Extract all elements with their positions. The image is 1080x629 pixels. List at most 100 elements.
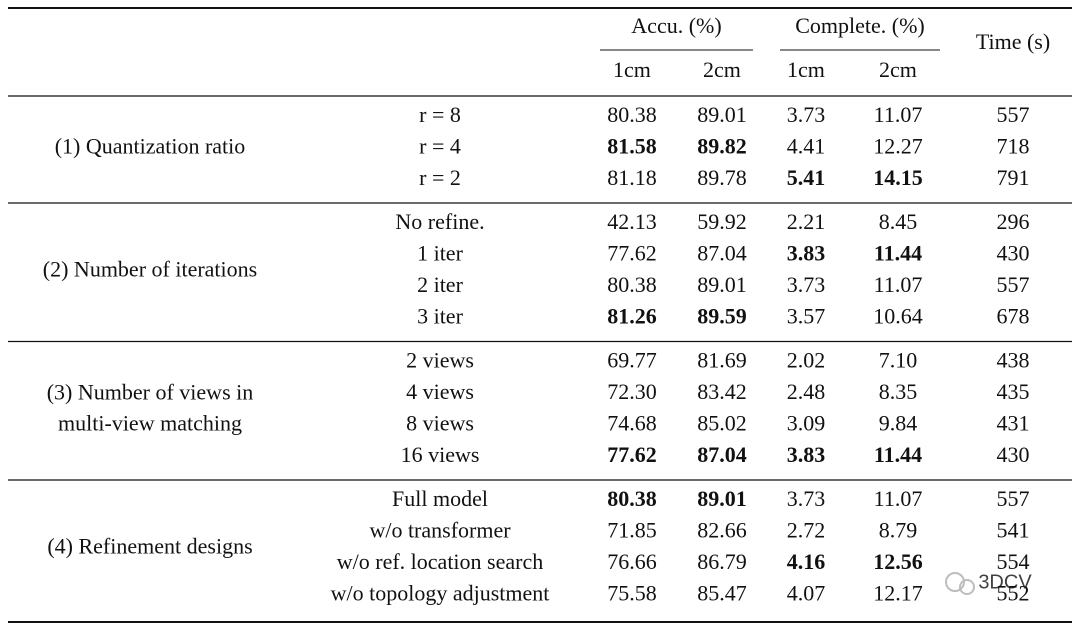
row-label: Full model: [392, 486, 488, 511]
cell: 74.68: [607, 411, 657, 436]
cell: 69.77: [607, 348, 657, 373]
cell: 89.01: [697, 272, 747, 297]
cell: 77.62: [607, 241, 657, 266]
section-label: (1) Quantization ratio: [55, 134, 246, 159]
cell: 76.66: [607, 549, 657, 574]
cell: 89.59: [697, 304, 747, 329]
cell: 80.38: [607, 272, 657, 297]
cell: 11.07: [874, 102, 923, 127]
cell: 296: [997, 209, 1030, 234]
row-label: 2 views: [406, 348, 474, 373]
cell: 87.04: [697, 442, 747, 467]
header-group: Complete. (%): [795, 13, 925, 38]
cell: 2.48: [787, 379, 826, 404]
cell: 3.57: [787, 304, 826, 329]
cell: 557: [997, 486, 1030, 511]
cell: 12.27: [873, 134, 923, 159]
cell: 2.21: [787, 209, 826, 234]
cell: 11.07: [874, 486, 923, 511]
row-label: No refine.: [395, 209, 484, 234]
cell: 89.78: [697, 165, 747, 190]
cell: 11.44: [874, 241, 922, 266]
cell: 3.73: [787, 486, 826, 511]
header-column: 2cm: [879, 57, 917, 82]
cell: 557: [997, 272, 1030, 297]
cell: 9.84: [879, 411, 918, 436]
cell: 3.83: [787, 241, 826, 266]
cell: 89.01: [697, 102, 747, 127]
row-label: 2 iter: [417, 272, 463, 297]
cell: 80.38: [607, 102, 657, 127]
header-group: Accu. (%): [631, 13, 721, 38]
cell: 71.85: [607, 518, 657, 543]
cell: 430: [997, 442, 1030, 467]
row-label: 3 iter: [417, 304, 463, 329]
cell: 2.72: [787, 518, 826, 543]
cell: 81.26: [607, 304, 657, 329]
cell: 431: [997, 411, 1030, 436]
cell: 435: [997, 379, 1030, 404]
cell: 80.38: [607, 486, 657, 511]
row-label: w/o ref. location search: [337, 549, 543, 574]
cell: 438: [997, 348, 1030, 373]
cell: 81.69: [697, 348, 747, 373]
cell: 85.47: [697, 581, 747, 606]
section-label: (4) Refinement designs: [47, 533, 252, 558]
cell: 430: [997, 241, 1030, 266]
row-label: r = 2: [419, 165, 461, 190]
cell: 557: [997, 102, 1030, 127]
section-label: (3) Number of views in: [47, 379, 254, 404]
cell: 3.09: [787, 411, 826, 436]
cell: 3.73: [787, 102, 826, 127]
cell: 4.41: [787, 134, 826, 159]
cell: 4.07: [787, 581, 826, 606]
cell: 554: [997, 549, 1030, 574]
cell: 2.02: [787, 348, 826, 373]
header-column: 1cm: [787, 57, 825, 82]
cell: 541: [997, 518, 1030, 543]
cell: 7.10: [879, 348, 918, 373]
cell: 81.58: [607, 134, 657, 159]
cell: 8.45: [879, 209, 918, 234]
cell: 87.04: [697, 241, 747, 266]
cell: 83.42: [697, 379, 747, 404]
cell: 12.17: [873, 581, 923, 606]
cell: 86.79: [697, 549, 747, 574]
cell: 5.41: [787, 165, 826, 190]
cell: 89.01: [697, 486, 747, 511]
header-column: 1cm: [613, 57, 651, 82]
cell: 81.18: [607, 165, 657, 190]
watermark-icon: [945, 572, 975, 595]
cell: 85.02: [697, 411, 747, 436]
section-label: (2) Number of iterations: [43, 256, 257, 281]
cell: 552: [997, 581, 1030, 606]
row-label: r = 8: [419, 102, 461, 127]
cell: 8.79: [879, 518, 918, 543]
cell: 14.15: [873, 165, 923, 190]
cell: 4.16: [787, 549, 826, 574]
header-time: Time (s): [976, 29, 1050, 54]
cell: 77.62: [607, 442, 657, 467]
cell: 791: [997, 165, 1030, 190]
row-label: w/o transformer: [369, 518, 511, 543]
watermark: 3DCV: [978, 571, 1032, 593]
cell: 718: [997, 134, 1030, 159]
cell: 59.92: [697, 209, 747, 234]
section-label: multi-view matching: [58, 410, 242, 435]
row-label: 16 views: [401, 442, 480, 467]
cell: 10.64: [873, 304, 923, 329]
header-column: 2cm: [703, 57, 741, 82]
row-label: r = 4: [419, 134, 461, 159]
row-label: 1 iter: [417, 241, 463, 266]
cell: 42.13: [607, 209, 657, 234]
cell: 75.58: [607, 581, 657, 606]
cell: 82.66: [697, 518, 747, 543]
cell: 678: [997, 304, 1030, 329]
cell: 11.44: [874, 442, 922, 467]
cell: 3.73: [787, 272, 826, 297]
cell: 8.35: [879, 379, 918, 404]
row-label: 8 views: [406, 411, 474, 436]
cell: 11.07: [874, 272, 923, 297]
cell: 89.82: [697, 134, 747, 159]
